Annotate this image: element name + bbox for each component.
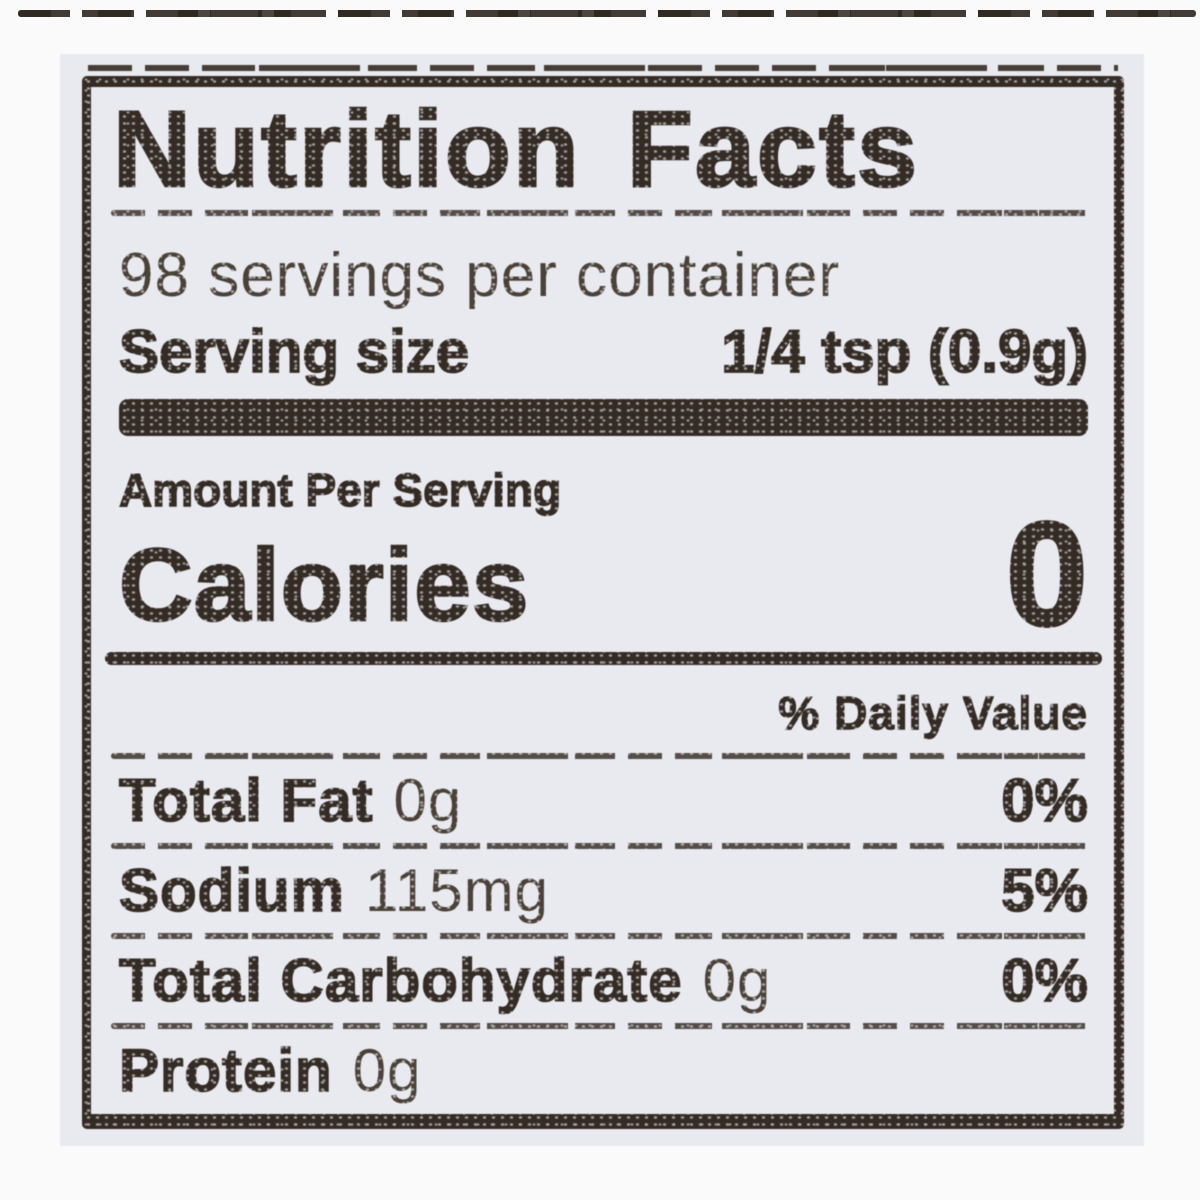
nutrient-left: Sodium 115mg	[118, 860, 549, 922]
calories-divider	[105, 652, 1102, 666]
amount-per-serving-label: Amount Per Serving	[118, 464, 562, 516]
row-divider	[111, 1023, 1096, 1030]
nutrient-amount: 0g	[352, 1037, 422, 1105]
label-top-edge-line	[18, 10, 1196, 17]
nutrient-row-protein: Protein 0g	[118, 1029, 1088, 1113]
calories-value: 0	[1004, 492, 1089, 657]
nutrient-name: Sodium	[118, 857, 345, 925]
nutrient-left: Total Fat 0g	[118, 770, 462, 832]
nutrient-row-sodium: Sodium 115mg 5%	[118, 849, 1089, 933]
nutrition-facts-panel: Nutrition Facts 98 servings per containe…	[75, 71, 1130, 1130]
calories-row: Calories 0	[118, 492, 1090, 657]
serving-size-row: Serving size 1/4 tsp (0.9g)	[118, 318, 1089, 385]
label-paper: Nutrition Facts 98 servings per containe…	[60, 54, 1144, 1146]
nutrient-daily-value: 5%	[1000, 857, 1088, 925]
nutrient-name: Protein	[118, 1037, 333, 1105]
serving-size-label: Serving size	[118, 318, 470, 385]
pre-border-dashed-line	[88, 65, 1118, 71]
daily-value-divider	[111, 753, 1096, 760]
row-divider	[111, 933, 1096, 940]
nutrient-amount: 0g	[702, 947, 772, 1015]
serving-size-value: 1/4 tsp (0.9g)	[720, 318, 1089, 385]
nutrient-name: Total Fat	[118, 767, 374, 835]
nutrient-row-total-carbohydrate: Total Carbohydrate 0g 0%	[118, 939, 1089, 1023]
title-divider	[111, 210, 1096, 216]
black-separator-bar	[119, 399, 1088, 436]
nutrition-facts-title: Nutrition Facts	[112, 88, 920, 209]
nutrient-name: Total Carbohydrate	[118, 947, 683, 1015]
servings-per-container: 98 servings per container	[119, 241, 841, 310]
nutrient-amount: 115mg	[365, 857, 550, 925]
daily-value-header: % Daily Value	[778, 687, 1088, 740]
nutrient-row-total-fat: Total Fat 0g 0%	[118, 759, 1089, 843]
nutrient-daily-value: 0%	[1000, 947, 1088, 1015]
nutrient-left: Total Carbohydrate 0g	[118, 950, 771, 1012]
nutrient-amount: 0g	[393, 767, 463, 835]
nutrient-left: Protein 0g	[118, 1040, 421, 1102]
nutrient-daily-value: 0%	[1000, 767, 1088, 835]
row-divider	[111, 843, 1096, 850]
calories-label: Calories	[118, 527, 530, 642]
